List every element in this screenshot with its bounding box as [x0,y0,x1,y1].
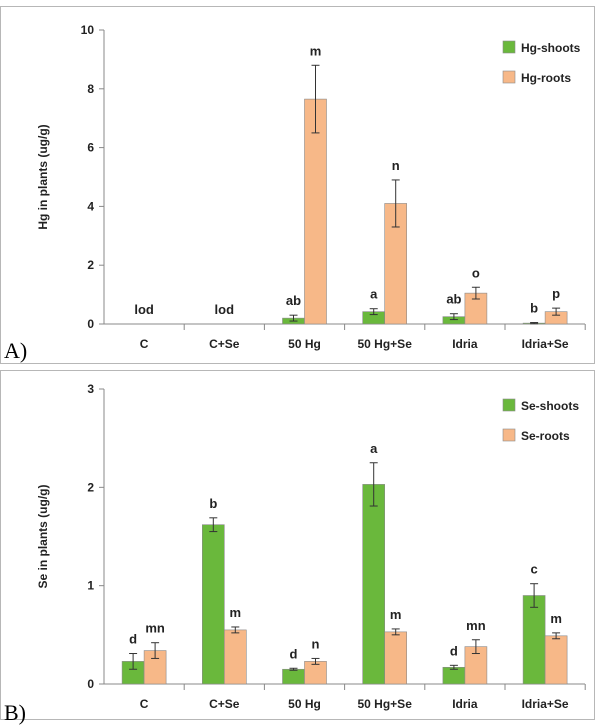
chart-b-legend-label: Se-roots [521,429,570,443]
chart-a-significance-label: n [392,158,400,173]
chart-b-bar-se-shoots [442,666,466,685]
chart-a-significance-label: ab [286,293,301,308]
chart-a-x-tick-label: C+Se [209,337,240,351]
chart-b-significance-label: mn [145,621,165,636]
chart-b-significance-label: m [230,605,242,620]
chart-b-bar-se-shoots [202,524,225,685]
chart-b-bar-se-roots [384,631,408,685]
chart-a-annotation-lod: lod [215,302,235,317]
chart-b-significance-label: n [312,636,320,651]
chart-a-x-tick-label: 50 Hg [288,337,321,351]
chart-b-y-tick-label: 2 [87,480,94,494]
chart-b-bar-se-roots [544,635,568,685]
chart-a-x-tick-label: Idria [452,337,478,351]
panel-label-a: A) [4,338,28,363]
chart-b-significance-label: m [550,611,562,626]
chart-a-significance-label: p [552,286,560,301]
chart-b-bar-se-shoots [522,595,546,685]
chart-a-y-tick-label: 6 [87,141,94,155]
chart-a-significance-label: ab [446,292,461,307]
chart-b-bar-se-roots [224,629,247,685]
chart-a-significance-label: m [310,43,322,58]
chart-b-significance-label: a [370,441,378,456]
chart-b-bar-se-shoots [282,668,305,685]
chart-a-y-tick-label: 10 [81,23,95,37]
chart-a-legend-label: Hg-roots [521,71,571,85]
chart-b-x-tick-label: C [140,697,149,711]
chart-b-y-axis-label: Se in plants (ug/g) [36,484,50,588]
chart-a-legend-label: Hg-shoots [521,41,581,55]
chart-b-legend-swatch [502,428,516,442]
chart-a-significance-label: b [530,301,538,316]
chart-b-legend-swatch [502,398,516,412]
chart-a-annotation-lod: lod [134,302,154,317]
chart-a-significance-label: o [472,265,480,280]
panel-label-b: B) [4,700,26,725]
chart-b-x-tick-label: C+Se [209,697,240,711]
chart-b-x-tick-label: 50 Hg+Se [358,697,413,711]
chart-b-significance-label: c [530,562,537,577]
chart-a-y-tick-label: 0 [87,317,94,331]
chart-a-significance-label: a [370,287,378,302]
chart-b-significance-label: d [129,632,137,647]
chart-a-x-tick-label: C [140,337,149,351]
chart-b-significance-label: d [290,646,298,661]
chart-b-x-tick-label: 50 Hg [288,697,321,711]
chart-a-y-axis-label: Hg in plants (ug/g) [36,124,50,229]
chart-b-x-tick-label: Idria [452,697,478,711]
chart-b-y-tick-label: 1 [87,579,94,593]
chart-a-legend-swatch [502,70,516,84]
chart-b-y-tick-label: 0 [87,677,94,691]
chart-a-x-tick-label: Idria+Se [522,337,569,351]
chart-b-y-tick-label: 3 [87,382,94,396]
chart-b-significance-label: m [390,607,402,622]
chart-b-significance-label: d [450,643,458,658]
chart-b-significance-label: mn [466,618,486,633]
chart-a-y-tick-label: 4 [87,199,94,213]
chart-b-significance-label: b [209,496,217,511]
chart-b-x-tick-label: Idria+Se [522,697,569,711]
chart-b-legend-label: Se-shoots [521,399,579,413]
chart-a-legend-swatch [502,40,516,54]
chart-a-y-tick-label: 8 [87,82,94,96]
chart-panel-a: 0 2 4 6 8 10 Hg in plants (ug/g) C C+Se 50 Hg ab m 5… [0,6,595,364]
chart-a-x-tick-label: 50 Hg+Se [358,337,413,351]
chart-a-y-tick-label: 2 [87,258,94,272]
chart-b-bar-se-shoots [362,484,386,685]
